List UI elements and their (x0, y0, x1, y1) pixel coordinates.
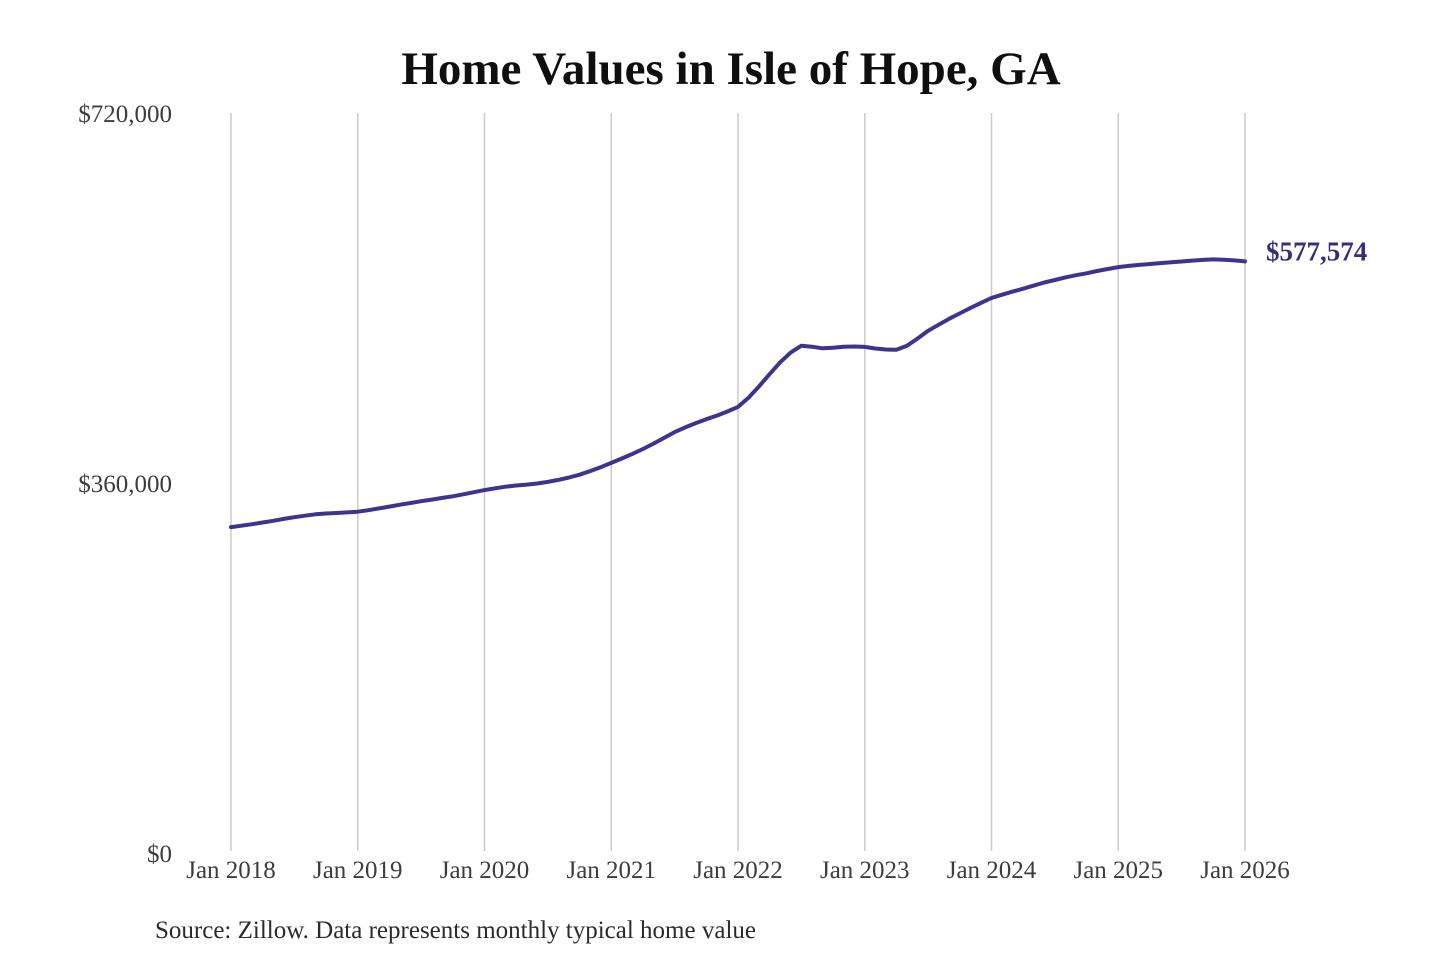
y-axis-tick-label: $0 (147, 841, 172, 868)
home-value-line (229, 257, 1247, 530)
y-axis-tick-label: $720,000 (78, 101, 172, 128)
x-axis-tick-label: Jan 2025 (1073, 857, 1164, 884)
x-axis-tick-label: Jan 2022 (693, 857, 783, 884)
chart-title: Home Values in Isle of Hope, GA (401, 43, 1061, 95)
x-axis-tick-label: Jan 2023 (819, 857, 910, 884)
x-axis-tick-label: Jan 2019 (312, 857, 403, 884)
x-axis-tick-label: Jan 2021 (566, 857, 657, 884)
x-axis-tick-label: Jan 2026 (1200, 857, 1290, 884)
x-axis-tick-label: Jan 2024 (946, 857, 1037, 884)
x-axis-tick-label: Jan 2018 (186, 857, 276, 884)
x-axis-tick-label: Jan 2020 (439, 857, 530, 884)
y-axis-tick-label: $360,000 (78, 471, 172, 498)
latest-value-label: $577,574 (1266, 236, 1368, 267)
source-note: Source: Zillow. Data represents monthly … (155, 917, 756, 944)
